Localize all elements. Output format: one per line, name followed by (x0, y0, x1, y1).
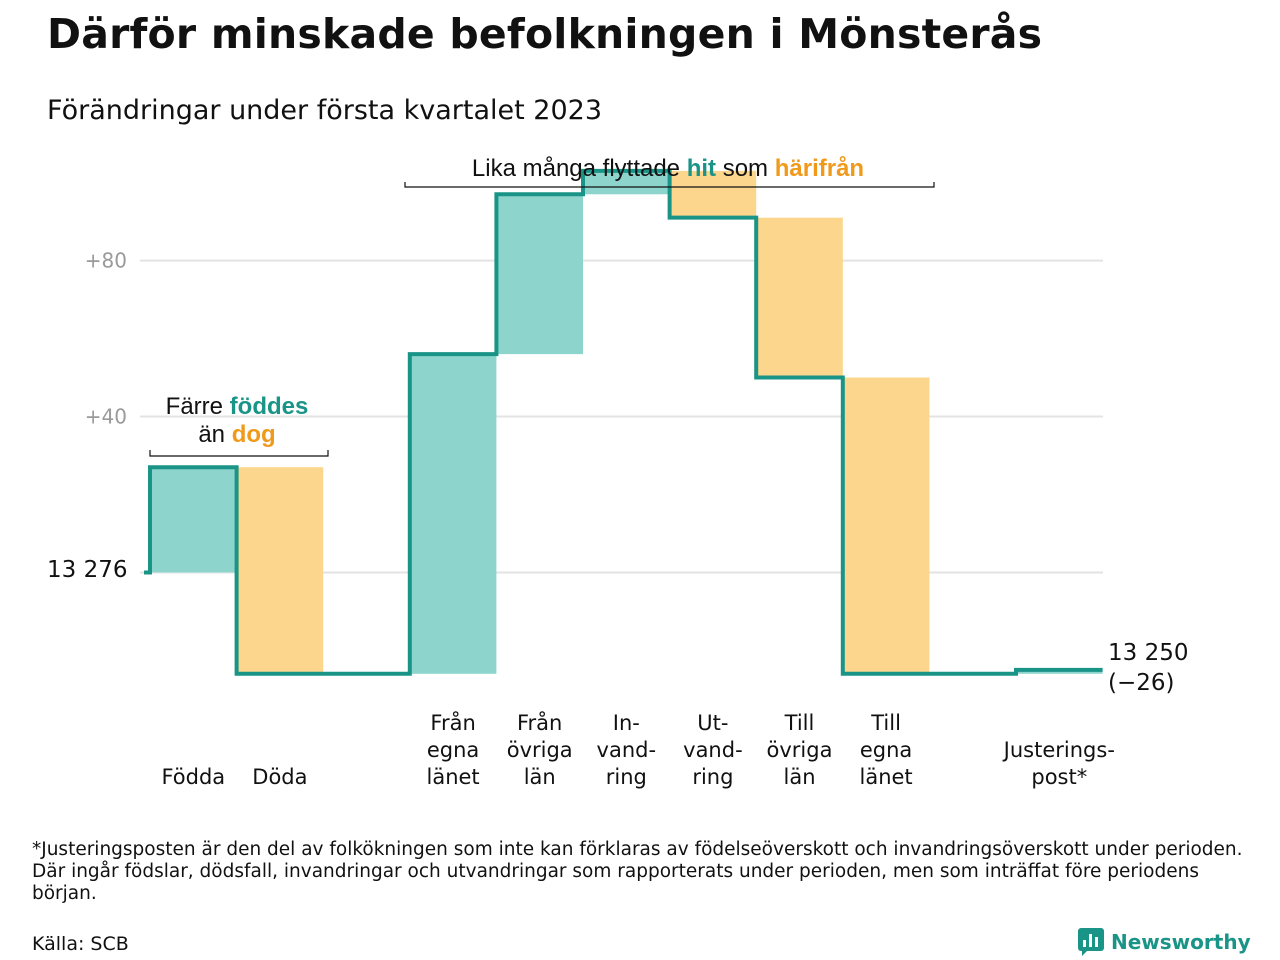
waterfall-bar (843, 377, 930, 674)
source-label: Källa: SCB (32, 933, 129, 955)
footnote: *Justeringsposten är den del av folkökni… (32, 839, 1243, 904)
bars (151, 170, 1103, 674)
waterfall-bar (757, 217, 843, 378)
waterfall-bar (237, 467, 324, 674)
birth-death-annotation: Färre föddes än dog (149, 393, 329, 457)
waterfall-bar (584, 170, 670, 195)
y-tick-label: +40 (85, 405, 127, 429)
waterfall-bar (670, 170, 757, 218)
end-change-label: (−26) (1108, 670, 1174, 696)
x-category-labels: Födda Döda Från egna länet Från övriga län In-va… (161, 710, 1114, 789)
y-tick-label: +80 (85, 249, 127, 273)
annotation-bracket (404, 182, 935, 188)
migration-annotation: Lika många flyttade hit som härifrån (404, 155, 935, 188)
x-tick-label: egna (427, 738, 479, 762)
waterfall-bar (410, 354, 497, 674)
annotation-bracket (149, 450, 329, 457)
annotation-line-2: än dog (198, 421, 275, 448)
x-tick-label: Till (870, 711, 901, 735)
newsworthy-logo-icon (1078, 928, 1104, 956)
end-value-label: 13 250 (1108, 640, 1188, 666)
running-total-path (144, 168, 1103, 676)
x-tick-label: länet (860, 765, 913, 789)
x-tick-label: övriga (507, 738, 573, 762)
chart-subtitle: Förändringar under första kvartalet 2023 (47, 95, 603, 126)
x-tick-label: In- (613, 711, 640, 735)
x-tick-label: länet (427, 765, 480, 789)
x-tick-label: Från (517, 710, 562, 735)
x-tick-label: Från (430, 710, 475, 735)
x-tick-label: Födda (161, 765, 225, 789)
x-tick-label: Till (784, 711, 815, 735)
x-tick-label: län (783, 765, 815, 789)
x-tick-label: Döda (252, 765, 307, 789)
x-tick-label: ring (692, 765, 733, 789)
x-tick-label: post* (1031, 765, 1087, 789)
annotation-text: Lika många flyttade hit som härifrån (472, 155, 864, 182)
x-tick-label: övriga (767, 738, 833, 762)
y-tick-labels: +40 +80 (85, 249, 127, 429)
x-tick-label: vand- (597, 738, 657, 762)
brand-name: Newsworthy (1111, 930, 1251, 954)
chart-title: Därför minskade befolkningen i Mönsterås (47, 10, 1043, 58)
x-tick-label: län (524, 765, 556, 789)
start-value-label: 13 276 (47, 557, 127, 583)
waterfall-bar (497, 194, 583, 355)
brand-logo: Newsworthy (1078, 926, 1251, 958)
x-tick-label: ring (606, 765, 647, 789)
x-tick-label: Justerings- (1002, 738, 1115, 762)
annotation-line-1: Färre föddes (166, 393, 309, 420)
x-tick-label: Ut- (697, 711, 728, 735)
x-tick-label: vand- (683, 738, 743, 762)
running-total-line (144, 168, 1103, 676)
x-tick-label: egna (860, 738, 912, 762)
waterfall-bar (151, 467, 237, 573)
